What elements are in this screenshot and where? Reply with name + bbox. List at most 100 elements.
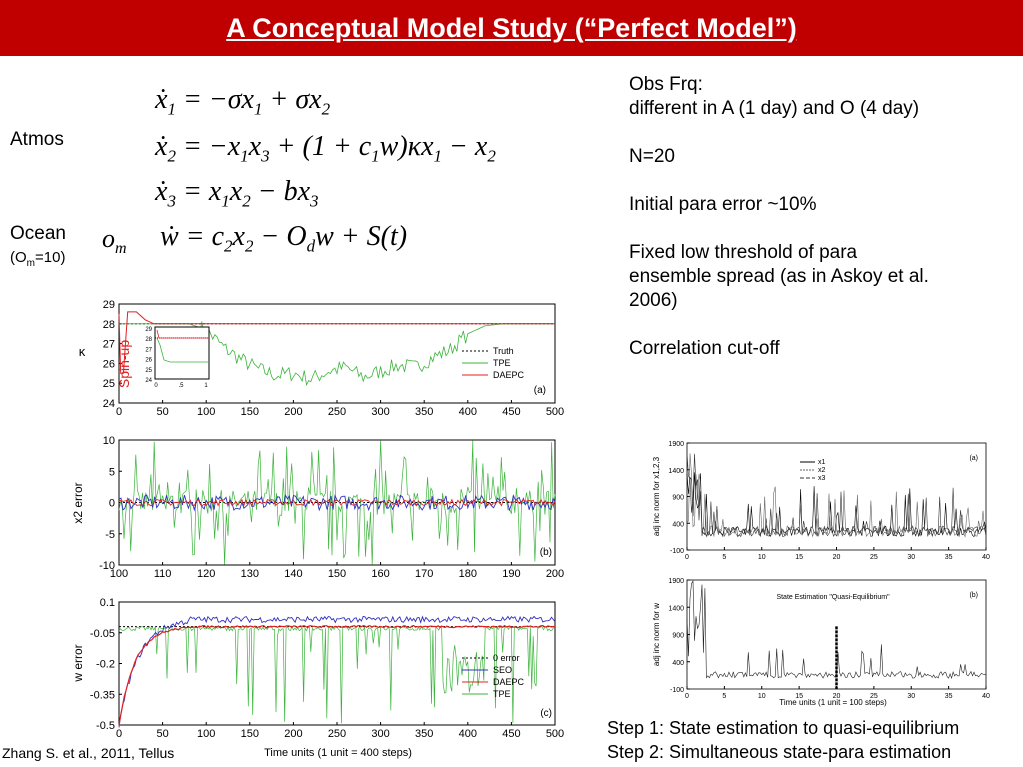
x-tick-label: 100	[197, 406, 215, 418]
y-tick-label: -10	[99, 560, 115, 572]
x-tick-label: 100	[197, 728, 215, 740]
series-daepc	[118, 311, 555, 374]
y-axis-label: κ	[79, 344, 86, 359]
x-tick-label: 30	[907, 554, 915, 561]
obs-frq-detail: different in A (1 day) and O (4 day)	[629, 98, 920, 119]
x-tick-label: 250	[328, 406, 346, 418]
inset-x-tick: .5	[178, 383, 184, 389]
threshold-line3: 2006)	[629, 290, 678, 311]
inset-y-tick: 25	[145, 368, 152, 374]
y-tick-label: -5	[105, 529, 115, 541]
x-tick-label: 140	[284, 568, 302, 580]
title-bar: A Conceptual Model Study (“Perfect Model…	[0, 0, 1023, 56]
panel-label: (b)	[969, 592, 978, 599]
x-tick-label: 150	[241, 728, 259, 740]
inset-y-tick: 24	[145, 378, 152, 384]
plot-frame	[118, 601, 556, 726]
spin-up-label: Spin-up	[116, 340, 132, 388]
series-x2	[686, 453, 987, 538]
y-tick-label: 1400	[668, 605, 684, 612]
y-tick-label: 28	[103, 319, 115, 331]
x-tick-label: 5	[722, 554, 726, 561]
x-tick-label: 10	[758, 554, 766, 561]
y-axis-label: x2 error	[71, 482, 85, 523]
x-tick-label: 300	[371, 406, 389, 418]
panel-label: (c)	[540, 708, 552, 719]
y-tick-label: 5	[109, 466, 115, 478]
series-daepc	[118, 624, 556, 726]
initial-error: Initial para error ~10%	[629, 194, 817, 215]
y-tick-label: -100	[670, 548, 684, 555]
x-tick-label: 350	[415, 406, 433, 418]
y-axis-label: adj inc norm for w	[652, 603, 661, 666]
figure-panel-c-w-error: 0 50 100 150 200 250 300 350 400 450 500 -0.5 -0.35 -…	[71, 597, 564, 759]
inset-y-tick: 28	[145, 337, 152, 343]
y-tick-label: 900	[672, 495, 684, 502]
figure-panel-b-x2-error: 100 110 120 130 140 150 160 170 180 190 200 -10 -5 0 5…	[71, 435, 564, 580]
y-tick-label: 1400	[668, 468, 684, 475]
inset-y-tick: 26	[145, 358, 152, 364]
x-tick-label: 160	[371, 568, 389, 580]
series-tpe	[118, 440, 556, 565]
x-tick-label: 350	[415, 728, 433, 740]
legend-label: x2	[818, 467, 826, 474]
x-tick-label: 100	[110, 568, 128, 580]
notes-panel: Obs Frq: different in A (1 day) and O (4…	[629, 73, 1014, 361]
y-axis-label: w error	[71, 644, 85, 682]
legend-label: DAEPC	[493, 677, 525, 687]
y-axis-label: adj inc norm for x1,2,3	[652, 456, 661, 536]
inset-daepc	[156, 329, 209, 339]
x-axis-label: Time units (1 unit = 400 steps)	[264, 747, 412, 759]
equation-x2: ẋ2 = −x1x3 + (1 + c1w)κx1 − x2	[155, 131, 496, 166]
x-tick-label: 20	[833, 554, 841, 561]
step-2: Step 2: Simultaneous state-para estimati…	[607, 742, 952, 762]
panel-label: (b)	[540, 547, 552, 558]
x-tick-label: 450	[502, 728, 520, 740]
ensemble-size: N=20	[629, 146, 675, 167]
x-tick-label: 25	[870, 554, 878, 561]
x-tick-label: 180	[459, 568, 477, 580]
chart-title: State Estimation "Quasi-Equilibrium"	[776, 594, 890, 601]
x-tick-label: 250	[328, 728, 346, 740]
series-x3	[686, 452, 987, 538]
x-tick-label: 110	[154, 568, 172, 580]
y-tick-label: 0	[109, 498, 115, 510]
x-tick-label: 25	[870, 693, 878, 700]
inset-frame	[154, 326, 210, 380]
threshold-line1: Fixed low threshold of para	[629, 242, 858, 263]
x-tick-label: 400	[459, 406, 477, 418]
x-tick-label: 15	[795, 693, 803, 700]
x-tick-label: 15	[795, 554, 803, 561]
x-tick-label: 0	[685, 693, 689, 700]
panel-label: (a)	[534, 385, 546, 396]
x-tick-label: 40	[982, 554, 990, 561]
x-tick-label: 0	[685, 554, 689, 561]
y-tick-label: 400	[672, 660, 684, 667]
x-tick-label: 35	[945, 554, 953, 561]
x-tick-label: 200	[284, 406, 302, 418]
panel-label: (a)	[969, 455, 978, 462]
x-tick-label: 190	[502, 568, 520, 580]
y-tick-label: 29	[103, 299, 115, 311]
y-tick-label: -0.05	[90, 628, 115, 640]
correlation-cutoff: Correlation cut-off	[629, 338, 780, 359]
y-tick-label: 24	[103, 398, 115, 410]
x-tick-label: 120	[197, 568, 215, 580]
y-tick-label: -0.2	[96, 659, 115, 671]
slide-title: A Conceptual Model Study (“Perfect Model…	[226, 12, 797, 43]
y-tick-label: 900	[672, 633, 684, 640]
legend-label: DAEPC	[493, 370, 525, 380]
y-tick-label: 25	[103, 378, 115, 390]
figure-panel-right-b: 0 5 10 15 20 25 30 35 40 -100 400 900 1400 1900 adj in…	[652, 578, 990, 707]
x-tick-label: 50	[156, 728, 168, 740]
legend-label: Truth	[493, 346, 514, 356]
x-tick-label: 150	[241, 406, 259, 418]
legend-label: x3	[818, 475, 826, 482]
om-symbol: om	[102, 224, 127, 258]
figure-panel-right-a: 0 5 10 15 20 25 30 35 40 -100 400 900 1400 1900 adj in…	[652, 441, 990, 561]
x-axis-label: Time units (1 unit = 100 steps)	[779, 698, 887, 707]
x-tick-label: 50	[156, 406, 168, 418]
inset-y-tick: 27	[145, 347, 152, 353]
inset-y-tick: 29	[145, 327, 152, 333]
